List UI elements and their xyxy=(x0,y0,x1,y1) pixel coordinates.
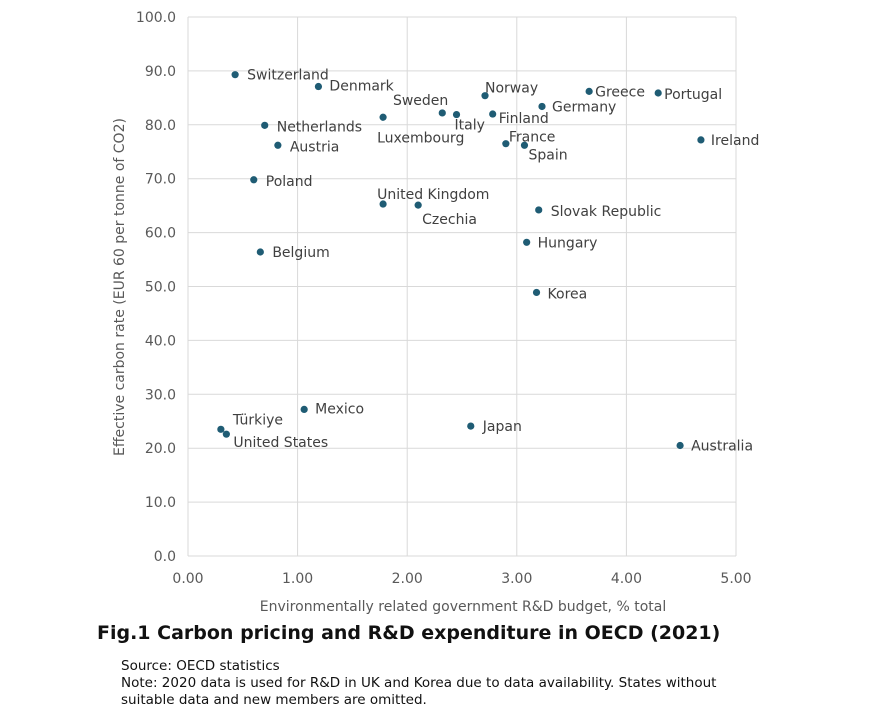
point-label: Slovak Republic xyxy=(551,204,662,220)
figure-source: Source: OECD statistics Note: 2020 data … xyxy=(121,658,716,709)
point-label: Ireland xyxy=(711,133,759,149)
data-point xyxy=(217,425,225,433)
point-label: Luxembourg xyxy=(377,130,464,146)
point-label: Czechia xyxy=(422,212,477,228)
point-label: United States xyxy=(233,435,328,451)
figure-caption: Fig.1 Carbon pricing and R&D expenditure… xyxy=(97,622,721,644)
x-tick-label: 0.00 xyxy=(172,571,203,587)
point-label: Poland xyxy=(266,174,313,190)
data-point xyxy=(261,121,269,129)
data-point xyxy=(520,141,529,149)
note-line-1: Note: 2020 data is used for R&D in UK an… xyxy=(121,675,717,691)
point-label: Mexico xyxy=(315,401,364,417)
point-label: Switzerland xyxy=(247,68,329,84)
y-tick-label: 40.0 xyxy=(145,333,176,349)
data-point xyxy=(452,110,461,119)
data-point xyxy=(676,441,684,450)
data-point xyxy=(481,92,489,100)
data-point xyxy=(585,87,593,95)
x-tick-label: 5.00 xyxy=(720,571,751,587)
point-label: Italy xyxy=(455,118,485,134)
point-label: Finland xyxy=(499,111,549,127)
data-point xyxy=(222,430,230,438)
scatter-chart: 0.00 1.00 2.00 3.00 4.00 5.00 0.0 10.0 20.0 30.0… xyxy=(112,10,759,615)
point-label: Sweden xyxy=(393,93,448,109)
point-label: United Kingdom xyxy=(377,187,489,203)
y-tick-label: 30.0 xyxy=(145,387,176,403)
y-axis-ticks: 0.0 10.0 20.0 30.0 40.0 50.0 60.0 70.0 80.0 90.0 1… xyxy=(136,10,176,565)
source-line: Source: OECD statistics xyxy=(121,658,280,674)
point-label: Belgium xyxy=(272,245,329,261)
data-point xyxy=(250,176,258,184)
point-label: Türkiye xyxy=(232,412,283,428)
data-point xyxy=(697,136,705,144)
data-point xyxy=(535,206,543,214)
y-tick-label: 100.0 xyxy=(136,10,176,26)
gridlines xyxy=(187,16,737,557)
data-point xyxy=(274,141,282,149)
data-point xyxy=(379,200,387,208)
y-tick-label: 60.0 xyxy=(145,226,176,242)
point-label: Korea xyxy=(548,286,588,302)
point-label: Denmark xyxy=(329,79,394,95)
point-label: France xyxy=(509,130,556,146)
y-tick-label: 10.0 xyxy=(145,495,176,511)
data-point xyxy=(231,71,239,79)
data-point xyxy=(654,89,662,97)
note-line-2: suitable data and new members are omitte… xyxy=(121,692,427,708)
data-point xyxy=(532,288,541,297)
point-label: Germany xyxy=(552,99,616,115)
data-point xyxy=(438,109,446,117)
data-point xyxy=(467,422,475,430)
point-label: Spain xyxy=(528,147,567,163)
point-label: Norway xyxy=(485,81,538,97)
x-tick-label: 1.00 xyxy=(282,571,313,587)
point-label: Greece xyxy=(595,84,645,100)
data-point xyxy=(502,140,510,148)
y-tick-label: 70.0 xyxy=(145,172,176,188)
data-point xyxy=(379,113,387,121)
x-tick-label: 4.00 xyxy=(611,571,642,587)
data-point xyxy=(538,102,546,111)
data-points xyxy=(217,71,705,450)
data-point xyxy=(414,201,422,209)
point-label: Hungary xyxy=(538,235,598,251)
x-axis-title: Environmentally related government R&D b… xyxy=(260,599,666,615)
point-label: Netherlands xyxy=(277,119,362,135)
point-label: Portugal xyxy=(664,87,722,103)
point-label: Australia xyxy=(691,439,753,455)
x-axis-ticks: 0.00 1.00 2.00 3.00 4.00 5.00 xyxy=(172,571,751,587)
y-tick-label: 50.0 xyxy=(145,280,176,296)
data-point xyxy=(489,110,497,118)
point-label: Japan xyxy=(482,419,522,435)
x-tick-label: 2.00 xyxy=(392,571,423,587)
data-point xyxy=(523,238,531,246)
point-label: Austria xyxy=(290,139,339,155)
y-tick-label: 80.0 xyxy=(145,118,176,134)
y-axis-title: Effective carbon rate (EUR 60 per tonne … xyxy=(112,118,128,456)
y-tick-label: 90.0 xyxy=(145,64,176,80)
data-point xyxy=(300,405,308,413)
y-tick-label: 0.0 xyxy=(154,549,176,565)
x-tick-label: 3.00 xyxy=(501,571,532,587)
data-point xyxy=(314,82,323,91)
data-point xyxy=(256,248,264,256)
y-tick-label: 20.0 xyxy=(145,441,176,457)
